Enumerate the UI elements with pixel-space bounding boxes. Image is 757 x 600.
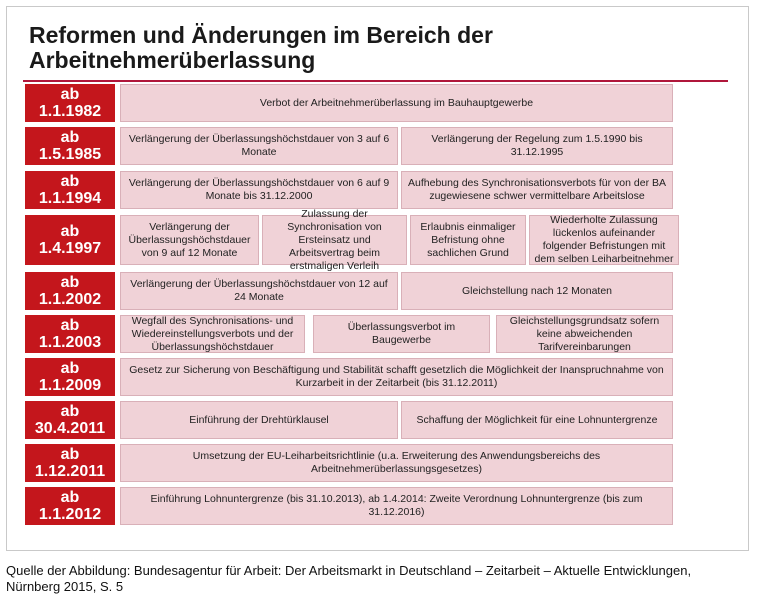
reform-cell: Gesetz zur Sicherung von Beschäftigung u… bbox=[120, 358, 673, 396]
date-prefix: ab bbox=[60, 446, 80, 463]
figure-title: Reformen und Änderungen im Bereich der A… bbox=[29, 23, 669, 73]
timeline-row: ab 1.12.2011 Umsetzung der EU-Leiharbeitsr… bbox=[25, 444, 685, 482]
date-prefix: ab bbox=[60, 173, 80, 190]
reform-cell: Verbot der Arbeitnehmerüberlassung im Ba… bbox=[120, 84, 673, 122]
reform-cell: Gleichstellungsgrundsatz sofern keine ab… bbox=[496, 315, 673, 353]
timeline-row: ab 1.1.2012 Einführung Lohnuntergrenze (bi… bbox=[25, 487, 685, 525]
date-prefix: ab bbox=[60, 223, 80, 240]
date-label: ab 1.1.2012 bbox=[25, 487, 115, 525]
figure-frame: Reformen und Änderungen im Bereich der A… bbox=[6, 6, 749, 551]
date-value: 1.4.1997 bbox=[38, 240, 102, 257]
reform-cell: Verlängerung der Überlassungshöchstdauer… bbox=[120, 171, 398, 209]
reform-cell: Verlängerung der Überlassungshöchstdauer… bbox=[120, 272, 398, 310]
date-prefix: ab bbox=[60, 360, 80, 377]
timeline-row: ab 30.4.2011 Einführung der Drehtürklausel… bbox=[25, 401, 685, 439]
date-value: 1.1.2009 bbox=[38, 377, 102, 394]
title-underline bbox=[23, 80, 728, 82]
date-value: 1.12.2011 bbox=[34, 463, 106, 480]
date-label: ab 1.4.1997 bbox=[25, 215, 115, 265]
date-value: 1.1.2002 bbox=[38, 291, 102, 308]
date-label: ab 1.12.2011 bbox=[25, 444, 115, 482]
date-prefix: ab bbox=[60, 403, 80, 420]
timeline-row: ab 1.1.2002 Verlängerung der Überlassungsh… bbox=[25, 272, 685, 310]
reform-cell: Einführung der Drehtürklausel bbox=[120, 401, 398, 439]
date-value: 1.5.1985 bbox=[38, 146, 102, 163]
reform-cell: Wegfall des Synchronisations- und Wieder… bbox=[120, 315, 305, 353]
date-label: ab 1.1.1982 bbox=[25, 84, 115, 122]
reform-cell: Gleichstellung nach 12 Monaten bbox=[401, 272, 673, 310]
date-label: ab 1.5.1985 bbox=[25, 127, 115, 165]
reform-cell: Überlassungsverbot im Baugewerbe bbox=[313, 315, 490, 353]
timeline-row: ab 1.1.1982 Verbot der Arbeitnehmerüberlas… bbox=[25, 84, 685, 122]
date-value: 30.4.2011 bbox=[34, 420, 106, 437]
timeline-row: ab 1.1.2003 Wegfall des Synchronisations- … bbox=[25, 315, 685, 353]
title-line-1: Reformen und Änderungen im Bereich der bbox=[29, 22, 493, 48]
reform-cell: Wiederholte Zulassung lückenlos aufeinan… bbox=[529, 214, 679, 265]
timeline-row: ab 1.1.1994 Verlängerung der Überlassungsh… bbox=[25, 171, 685, 209]
date-value: 1.1.2003 bbox=[38, 334, 102, 351]
date-label: ab 30.4.2011 bbox=[25, 401, 115, 439]
reform-cell: Schaffung der Möglichkeit für eine Lohnu… bbox=[401, 401, 673, 439]
title-line-2: Arbeitnehmerüberlassung bbox=[29, 47, 316, 73]
date-prefix: ab bbox=[60, 317, 80, 334]
date-value: 1.1.1982 bbox=[38, 103, 102, 120]
date-label: ab 1.1.2002 bbox=[25, 272, 115, 310]
reform-cell: Verlängerung der Überlassungshöchstdauer… bbox=[120, 127, 398, 165]
reform-cell: Erlaubnis einmaliger Befristung ohne sac… bbox=[410, 215, 526, 265]
reform-cell: Verlängerung der Überlassungshöchstdauer… bbox=[120, 215, 259, 265]
reform-cell: Verlängerung der Regelung zum 1.5.1990 b… bbox=[401, 127, 673, 165]
date-prefix: ab bbox=[60, 274, 80, 291]
date-prefix: ab bbox=[60, 129, 80, 146]
date-prefix: ab bbox=[60, 86, 80, 103]
date-label: ab 1.1.2009 bbox=[25, 358, 115, 396]
date-value: 1.1.2012 bbox=[38, 506, 102, 523]
date-label: ab 1.1.1994 bbox=[25, 171, 115, 209]
timeline-row: ab 1.4.1997 Verlängerung der Überlassungsh… bbox=[25, 208, 685, 272]
reform-cell: Einführung Lohnuntergrenze (bis 31.10.20… bbox=[120, 487, 673, 525]
reform-cell: Zulassung der Synchronisation von Erstei… bbox=[262, 208, 407, 272]
timeline-row: ab 1.1.2009 Gesetz zur Sicherung von Besch… bbox=[25, 358, 685, 396]
date-prefix: ab bbox=[60, 489, 80, 506]
date-label: ab 1.1.2003 bbox=[25, 315, 115, 353]
date-value: 1.1.1994 bbox=[38, 190, 102, 207]
reform-cell: Umsetzung der EU-Leiharbeitsrichtlinie (… bbox=[120, 444, 673, 482]
figure-caption: Quelle der Abbildung: Bundesagentur für … bbox=[6, 563, 751, 595]
reform-cell: Aufhebung des Synchronisationsverbots fü… bbox=[401, 171, 673, 209]
caption-line-1: Quelle der Abbildung: Bundesagentur für … bbox=[6, 563, 692, 578]
timeline-row: ab 1.5.1985 Verlängerung der Überlassungsh… bbox=[25, 127, 685, 165]
caption-line-2: Nürnberg 2015, S. 5 bbox=[6, 579, 124, 594]
